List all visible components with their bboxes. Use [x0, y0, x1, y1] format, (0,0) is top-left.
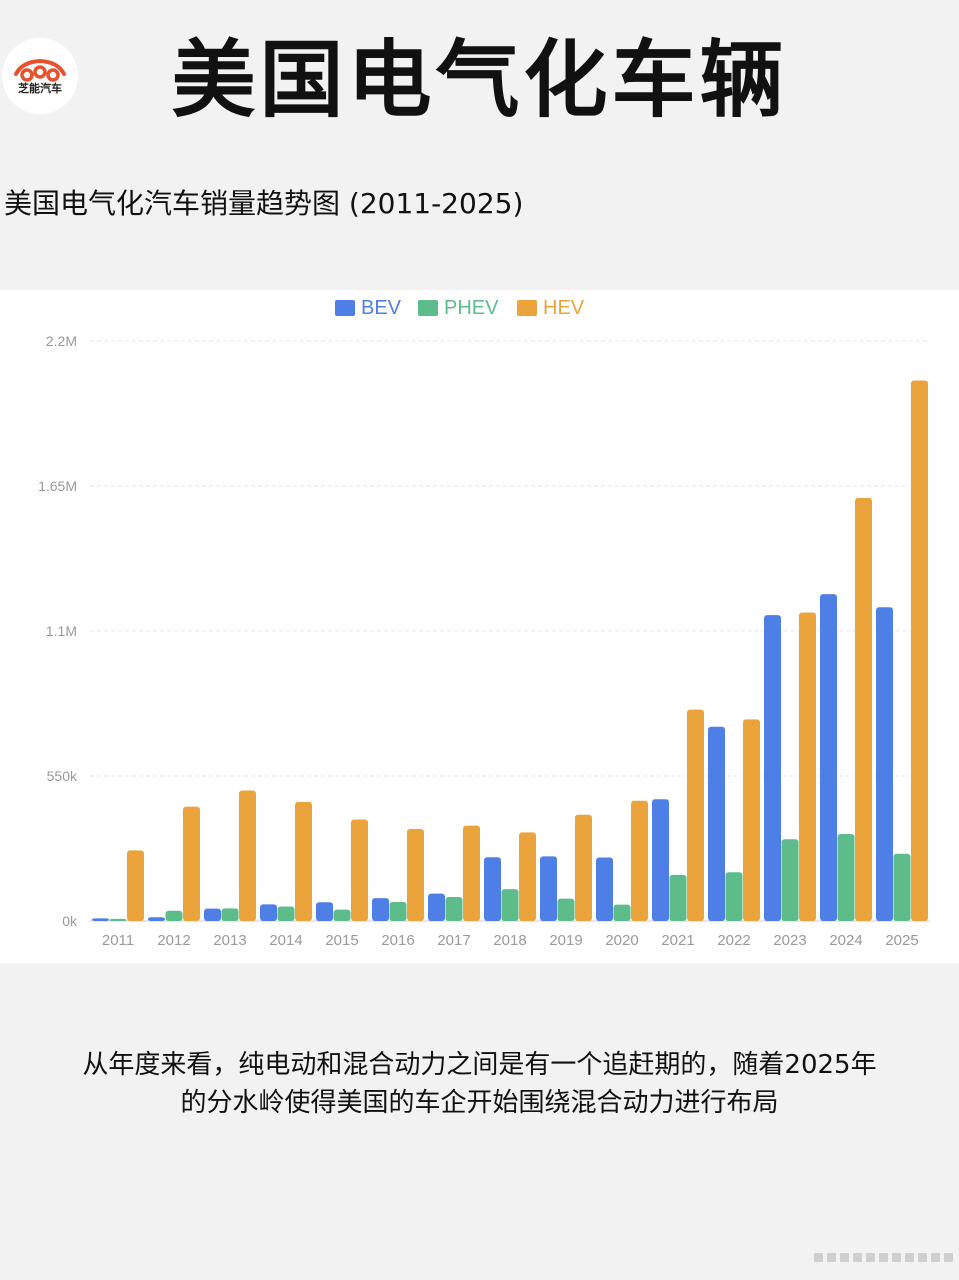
bar-hev: [855, 497, 872, 921]
bar-phev: [893, 853, 911, 921]
x-tick-label: 2014: [269, 932, 302, 949]
bar-phev: [837, 834, 855, 921]
bar-phev: [389, 902, 407, 921]
logo-text: 芝能汽车: [18, 82, 62, 95]
y-tick-label: 1.1M: [46, 623, 77, 639]
bar-phev: [725, 872, 743, 921]
legend-swatch-phev: [418, 300, 438, 316]
legend-swatch-hev: [517, 300, 537, 316]
bar-bev: [148, 917, 165, 921]
bar-bev: [708, 726, 725, 921]
legend-label-hev: HEV: [543, 297, 585, 319]
legend-label-phev: PHEV: [444, 297, 499, 319]
bar-hev: [687, 709, 704, 921]
x-tick-label: 2023: [773, 932, 806, 949]
bar-phev: [557, 898, 575, 921]
x-tick-label: 2020: [605, 932, 638, 949]
bar-bev: [316, 902, 333, 921]
bar-bev: [484, 857, 501, 921]
y-tick-label: 2.2M: [46, 333, 77, 349]
bar-bev: [260, 904, 277, 921]
bar-hev: [127, 850, 144, 921]
x-tick-label: 2017: [437, 932, 470, 949]
watermark-dots: [814, 1253, 953, 1262]
legend-label-bev: BEV: [361, 297, 402, 319]
bar-phev: [501, 889, 519, 921]
caption: 从年度来看，纯电动和混合动力之间是有一个追赶期的，随着2025年 的分水岭使得美…: [0, 1046, 959, 1122]
x-tick-label: 2022: [717, 932, 750, 949]
x-tick-label: 2019: [549, 932, 582, 949]
bar-phev: [781, 839, 799, 921]
bar-bev: [92, 918, 109, 921]
bar-bev: [764, 615, 781, 921]
bar-phev: [165, 910, 183, 921]
y-tick-label: 550k: [47, 768, 78, 784]
bar-hev: [519, 832, 536, 921]
car-logo-icon: [14, 58, 66, 82]
bar-bev: [596, 857, 613, 921]
chart-subtitle: 美国电气化汽车销量趋势图 (2011-2025): [4, 187, 524, 220]
bar-chart: 0k 550k 1.1M 1.65M 2.2M 2011 2012 2013 2014 2015 2…: [38, 297, 930, 949]
x-tick-label: 2012: [157, 932, 190, 949]
bar-hev: [183, 806, 200, 921]
bar-phev: [109, 918, 127, 921]
caption-line-2: 的分水岭使得美国的车企开始围绕混合动力进行布局: [180, 1088, 779, 1118]
x-tick-label: 2011: [102, 932, 134, 949]
bar-hev: [799, 612, 816, 921]
x-tick-label: 2025: [885, 932, 918, 949]
bar-phev: [613, 904, 631, 921]
caption-line-1: 从年度来看，纯电动和混合动力之间是有一个追赶期的，随着2025年: [82, 1050, 877, 1080]
bar-phev: [221, 908, 239, 921]
bar-hev: [631, 800, 648, 921]
x-tick-label: 2021: [661, 932, 694, 949]
bar-phev: [277, 906, 295, 921]
bar-hev: [239, 790, 256, 921]
x-tick-label: 2018: [493, 932, 526, 949]
bar-bev: [876, 607, 893, 921]
bar-hev: [351, 819, 368, 921]
brand-logo: 芝能汽车: [2, 38, 78, 114]
bar-bev: [204, 908, 221, 921]
chart-panel: 0k 550k 1.1M 1.65M 2.2M 2011 2012 2013 2014 2015 2…: [0, 290, 959, 963]
bar-bev: [820, 594, 837, 921]
legend-swatch-bev: [335, 300, 355, 316]
x-tick-label: 2016: [381, 932, 414, 949]
x-tick-label: 2015: [325, 932, 358, 949]
bar-phev: [445, 897, 463, 921]
y-tick-label: 1.65M: [38, 478, 77, 494]
bar-bev: [652, 799, 669, 921]
bar-hev: [407, 828, 424, 921]
x-tick-label: 2013: [213, 932, 246, 949]
bar-bev: [428, 893, 445, 921]
bar-hev: [463, 825, 480, 921]
bar-hev: [911, 380, 928, 921]
y-tick-label: 0k: [62, 913, 78, 929]
bar-hev: [743, 719, 760, 921]
page-title: 美国电气化车辆: [171, 31, 788, 129]
bar-hev: [295, 801, 312, 921]
bar-bev: [372, 898, 389, 921]
bar-bev: [540, 856, 557, 921]
bar-phev: [669, 874, 687, 921]
x-tick-label: 2024: [829, 932, 862, 949]
bar-phev: [333, 909, 351, 921]
bar-hev: [575, 814, 592, 921]
